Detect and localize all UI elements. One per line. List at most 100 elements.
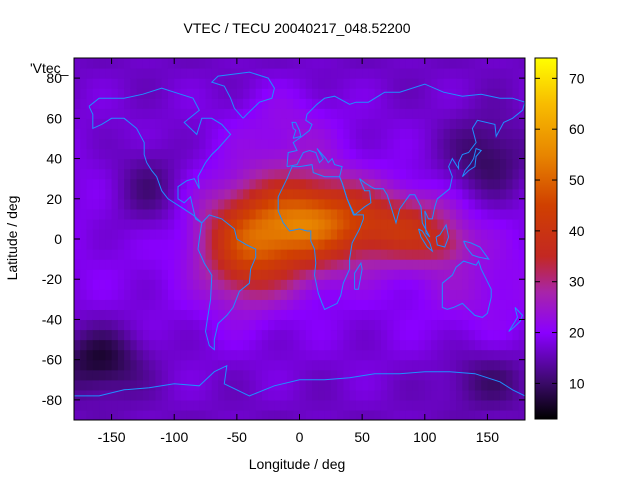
heat-cell <box>92 289 100 300</box>
heat-cell <box>161 58 169 69</box>
heat-cell <box>155 188 163 200</box>
heat-cell <box>305 319 313 331</box>
heat-cell <box>387 359 395 371</box>
heat-cell <box>374 259 382 270</box>
heat-cell <box>111 239 119 250</box>
heat-cell <box>218 339 225 351</box>
heat-cell <box>99 78 106 89</box>
heat-cell <box>111 188 119 200</box>
heat-cell <box>161 399 169 411</box>
heat-cell <box>211 369 219 381</box>
heat-cell <box>124 68 131 79</box>
heat-cell <box>293 269 301 280</box>
heat-cell <box>205 168 213 180</box>
heat-cell <box>142 319 150 331</box>
heat-cell <box>161 158 169 170</box>
heat-cell <box>487 259 495 270</box>
heat-cell <box>424 319 432 331</box>
heat-cell <box>111 58 119 69</box>
heat-cell <box>280 389 288 401</box>
heat-cell <box>387 279 395 290</box>
heat-cell <box>174 239 182 250</box>
heat-cell <box>493 389 501 401</box>
heat-cell <box>462 299 470 310</box>
heat-cell <box>255 108 263 119</box>
heat-cell <box>424 329 432 341</box>
heat-cell <box>236 399 244 411</box>
heat-cell <box>86 118 94 129</box>
heat-cell <box>474 158 482 170</box>
heat-cell <box>86 218 94 230</box>
heat-cell <box>481 158 489 170</box>
heat-cell <box>80 389 88 401</box>
heat-cell <box>374 269 382 280</box>
heat-cell <box>487 98 495 109</box>
heat-cell <box>468 138 476 150</box>
heat-cell <box>399 249 407 260</box>
heat-cell <box>124 389 131 401</box>
heat-cell <box>362 208 369 220</box>
heat-cell <box>286 108 294 119</box>
heat-cell <box>155 98 163 109</box>
heat-cell <box>117 329 125 341</box>
heat-cell <box>286 359 294 371</box>
heat-cell <box>124 379 131 391</box>
heat-cell <box>399 399 407 411</box>
heat-cell <box>393 218 401 230</box>
heat-cell <box>437 88 445 99</box>
heat-cell <box>236 78 244 89</box>
heat-cell <box>393 369 401 381</box>
heat-cell <box>130 218 138 230</box>
heat-cell <box>236 138 244 150</box>
heat-cell <box>443 168 451 180</box>
heat-cell <box>512 138 520 150</box>
heat-cell <box>437 369 445 381</box>
heat-cell <box>224 329 232 341</box>
heat-cell <box>481 319 489 331</box>
heat-cell <box>305 188 313 200</box>
heat-cell <box>105 198 113 210</box>
heat-cell <box>443 228 451 240</box>
heat-cell <box>236 158 244 170</box>
heat-cell <box>380 339 388 351</box>
heat-cell <box>74 98 81 109</box>
heat-cell <box>74 359 81 371</box>
heat-cell <box>161 138 169 150</box>
heat-cell <box>80 379 88 391</box>
heat-cell <box>337 148 344 160</box>
heat-cell <box>518 359 525 371</box>
heat-cell <box>274 178 282 190</box>
heat-cell <box>393 98 401 109</box>
heat-cell <box>305 78 313 89</box>
heat-cell <box>424 279 432 290</box>
heat-cell <box>286 269 294 280</box>
heat-cell <box>418 339 426 351</box>
heat-cell <box>474 198 482 210</box>
heat-cell <box>205 158 213 170</box>
heat-cell <box>149 118 157 129</box>
heat-cell <box>193 108 200 119</box>
heat-cell <box>418 118 426 129</box>
heat-cell <box>312 78 319 89</box>
heat-cell <box>399 239 407 250</box>
heat-cell <box>412 118 420 129</box>
heat-cell <box>518 399 525 411</box>
heat-cell <box>86 339 94 351</box>
heat-cell <box>343 158 351 170</box>
heat-cell <box>230 218 238 230</box>
heat-cell <box>337 88 344 99</box>
heat-cell <box>92 58 100 69</box>
heat-cell <box>474 98 482 109</box>
heat-cell <box>305 289 313 300</box>
heat-cell <box>161 88 169 99</box>
heat-cell <box>243 249 250 260</box>
heat-cell <box>261 98 269 109</box>
heat-cell <box>493 359 501 371</box>
heat-cell <box>343 148 351 160</box>
heat-cell <box>481 339 489 351</box>
heat-cell <box>249 98 257 109</box>
heat-cell <box>324 249 332 260</box>
heat-cell <box>418 188 426 200</box>
heat-cell <box>167 68 175 79</box>
heat-cell <box>337 128 344 140</box>
